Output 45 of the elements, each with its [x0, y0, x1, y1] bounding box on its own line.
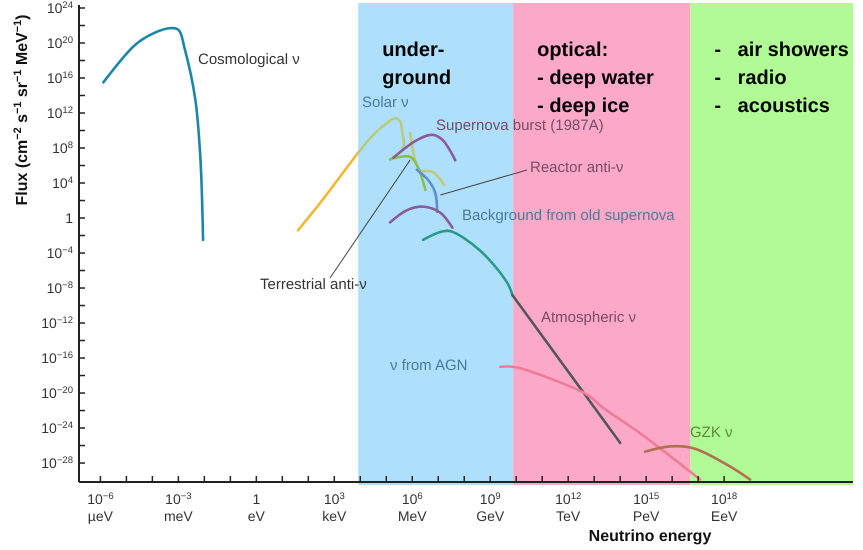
band-label: under- ground [382, 39, 452, 89]
annotation: Reactor anti-ν [530, 158, 624, 176]
annotation: Supernova burst (1987A) [436, 116, 604, 134]
text: GeV [476, 508, 505, 524]
text: eV [248, 508, 266, 524]
band-label: - air showers - radio - acoustics [714, 39, 849, 117]
text: meV [164, 508, 194, 524]
x-tick-label: 10$^{3}$ [324, 490, 345, 507]
annotation: GZK ν [690, 424, 733, 441]
x-tick-label: 10$^{9}$ [480, 490, 501, 507]
y-tick-label: 10$^{8}$ [52, 140, 73, 156]
y-tick-label: 10$^{−24}$ [41, 420, 74, 436]
band-label: optical: - deep water - deep ice [537, 39, 654, 117]
annotation: Cosmological ν [198, 50, 300, 68]
text: PeV [632, 508, 660, 524]
y-tick-label: 10$^{−20}$ [41, 384, 73, 402]
text: keV [322, 508, 348, 524]
y-tick-label: 10$^{20}$ [46, 34, 73, 51]
text: µeV [88, 508, 114, 524]
line-series [296, 152, 359, 232]
x-tick-label: 10$^{6}$ [402, 490, 423, 507]
y-tick-label: 10$^{4}$ [52, 174, 74, 192]
x-tick-label: 10$^{−3}$ [165, 490, 192, 507]
y-tick-label: 10$^{12}$ [46, 104, 73, 122]
y-tick-label: 10$^{−4}$ [46, 244, 74, 262]
x-tick-label: 10$^{12}$ [555, 490, 582, 507]
y-tick-label: 10$^{24}$ [46, 0, 74, 16]
x-tick-label: 10$^{15}$ [633, 490, 660, 507]
y-tick-label: 1 [65, 210, 74, 226]
annotation: Terrestrial anti-ν [260, 276, 367, 293]
y-tick-label: 10$^{−12}$ [41, 314, 73, 332]
y-tick-label: 10$^{−8}$ [46, 280, 73, 296]
x-tick-label: 1 [252, 491, 260, 507]
text: MeV [398, 508, 428, 524]
x-tick-label: 10$^{−6}$ [87, 490, 114, 507]
text: EeV [710, 508, 738, 524]
x-axis-title: Neutrino energy [588, 528, 712, 545]
annotation: Atmospheric ν [541, 308, 636, 326]
text: TeV [556, 508, 581, 524]
y-tick-label: 10$^{−28}$ [41, 454, 73, 472]
x-tick-label: 10$^{18}$ [711, 490, 738, 507]
annotation: Solar ν [362, 94, 409, 111]
y-tick-label: 10$^{−16}$ [41, 350, 73, 366]
y-tick-label: 10$^{16}$ [46, 70, 73, 86]
annotation: ν from AGN [390, 356, 468, 374]
